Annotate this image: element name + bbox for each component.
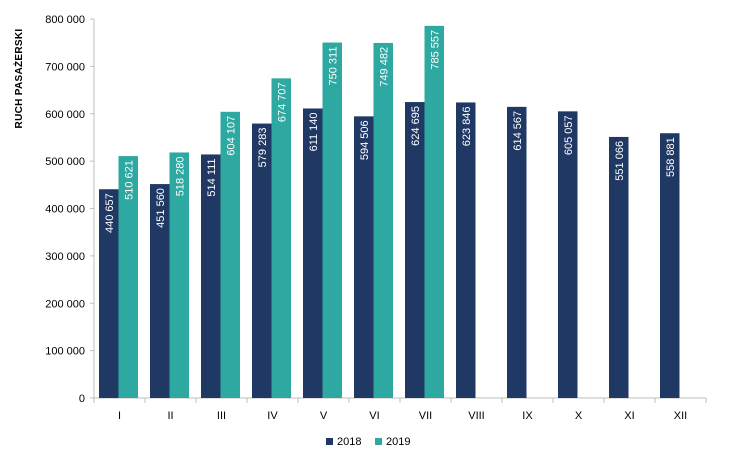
data-label-2018-III: 514 111 <box>206 158 218 196</box>
data-label-2019-II: 518 280 <box>174 156 186 196</box>
y-tick-label: 200 000 <box>45 298 85 310</box>
bar-2019-VI <box>373 42 393 399</box>
bar-2019-VII <box>424 25 444 398</box>
data-label-2018-II: 451 560 <box>155 188 167 228</box>
data-label-2018-X: 605 057 <box>563 115 575 155</box>
x-tick-label: X <box>575 410 583 422</box>
x-tick-label: XI <box>624 410 634 422</box>
bar-2018-VIII <box>456 102 476 399</box>
x-tick-label: II <box>167 410 173 422</box>
data-label-2018-VI: 594 506 <box>359 120 371 160</box>
y-tick-label: 500 000 <box>45 156 85 168</box>
y-tick-label: 100 000 <box>45 346 85 358</box>
data-label-2018-IV: 579 283 <box>257 128 269 168</box>
y-tick-label: 400 000 <box>45 204 85 216</box>
data-label-2018-XI: 551 066 <box>614 141 626 181</box>
bar-2018-I <box>99 189 119 398</box>
bar-2018-XII <box>660 133 680 398</box>
data-label-2018-XII: 558 881 <box>665 137 677 177</box>
data-label-2019-VI: 749 482 <box>378 47 390 87</box>
bar-2018-VII <box>405 102 425 398</box>
bar-2018-II <box>150 184 170 398</box>
bar-2018-III <box>201 154 221 398</box>
bar-2019-II <box>169 152 189 398</box>
data-label-2019-IV: 674 707 <box>276 82 288 122</box>
bar-2018-IV <box>252 123 272 398</box>
x-tick-label: XII <box>674 410 687 422</box>
y-axis-title: RUCH PASAŻERSKI <box>12 29 25 129</box>
y-tick-label: 600 000 <box>45 109 85 121</box>
bar-2019-III <box>220 111 240 398</box>
legend-label-2018: 2018 <box>337 436 361 448</box>
y-tick-label: 300 000 <box>45 251 85 263</box>
data-label-2018-VII: 624 695 <box>410 106 422 146</box>
bar-2018-XI <box>609 136 629 398</box>
data-label-2019-III: 604 107 <box>225 116 237 156</box>
y-tick-label: 0 <box>79 393 85 405</box>
data-label-2018-IX: 614 567 <box>512 111 524 151</box>
bar-2018-X <box>558 111 578 398</box>
x-tick-label: VII <box>419 410 432 422</box>
y-tick-label: 800 000 <box>45 14 85 26</box>
legend-label-2019: 2019 <box>386 436 410 448</box>
bar-2018-V <box>303 108 323 399</box>
bar-2019-V <box>322 42 342 399</box>
x-tick-label: IV <box>267 410 278 422</box>
data-label-2018-I: 440 657 <box>104 193 116 233</box>
x-tick-label: VIII <box>468 410 485 422</box>
x-tick-label: I <box>118 410 121 422</box>
x-tick-label: III <box>217 410 226 422</box>
x-tick-label: V <box>320 410 328 422</box>
data-label-2019-V: 750 311 <box>327 47 339 86</box>
data-label-2019-I: 510 621 <box>123 160 135 200</box>
x-tick-label: IX <box>522 410 533 422</box>
bar-2018-VI <box>354 116 374 398</box>
x-tick-label: VI <box>369 410 379 422</box>
data-label-2019-VII: 785 557 <box>429 30 441 70</box>
data-label-2018-VIII: 623 846 <box>461 106 473 146</box>
y-tick-label: 700 000 <box>45 61 85 73</box>
data-label-2018-V: 611 140 <box>308 112 320 151</box>
legend-swatch-2018 <box>326 438 333 445</box>
bar-2018-IX <box>507 106 527 399</box>
legend-swatch-2019 <box>375 438 382 445</box>
bar-2019-IV <box>271 78 291 399</box>
bar-2019-I <box>118 156 138 398</box>
